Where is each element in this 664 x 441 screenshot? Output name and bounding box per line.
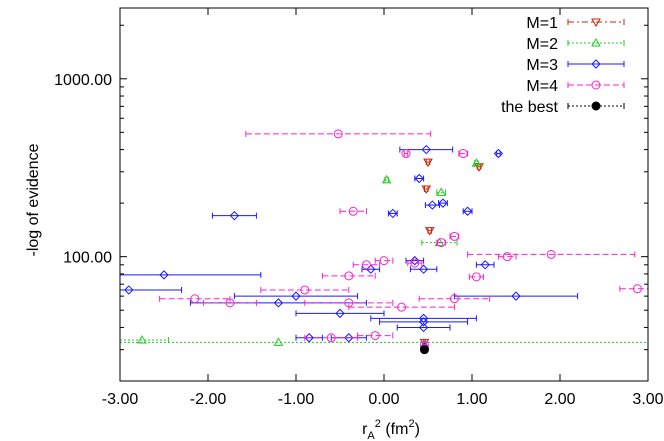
data-point: [423, 158, 433, 168]
data-point: [397, 302, 407, 312]
x-tick-label: -1.00: [278, 391, 315, 408]
axes: -3.00 -2.00 -1.00 0.00 1.00 2.00 3.00 100.00 100…: [54, 7, 664, 408]
legend-label: M=3: [526, 57, 558, 74]
data-point: [480, 260, 490, 270]
data-point: [436, 187, 447, 196]
data-point: [344, 333, 354, 343]
x-axis-title-unit-sup: 2: [408, 418, 414, 430]
data-point: [273, 298, 284, 308]
data-point: [424, 227, 435, 236]
data-point: [421, 144, 431, 155]
data-point: [511, 291, 521, 301]
legend-marker: [591, 59, 601, 69]
legend-marker: [591, 101, 601, 111]
data-point: [414, 173, 424, 184]
data-point: [449, 294, 459, 304]
data-point: [335, 308, 345, 319]
legend-label: M=2: [526, 36, 558, 53]
data-point: [190, 294, 200, 304]
x-axis-title-unit: (fm: [381, 421, 409, 438]
data-point: [229, 210, 240, 221]
x-tick-label: -2.00: [190, 391, 227, 408]
data-point: [419, 345, 429, 355]
data-point: [418, 317, 429, 327]
data-point: [381, 174, 392, 184]
data-point: [410, 255, 420, 266]
x-tick-label: 1.00: [456, 391, 487, 408]
data-point: [546, 249, 556, 259]
y-tick-label: 100.00: [63, 250, 112, 267]
x-tick-label: 0.00: [368, 391, 399, 408]
data-point: [401, 149, 411, 159]
data-point: [333, 129, 343, 139]
x-axis-title-sup: 2: [375, 418, 381, 430]
data-point: [370, 331, 380, 341]
data-point: [471, 158, 482, 167]
series-m-3: [120, 144, 579, 352]
data-point: [632, 284, 642, 294]
x-axis-title-close: ): [415, 421, 420, 438]
legend-label: the best: [501, 99, 558, 116]
x-axis-title: rA2 (fm2): [362, 418, 420, 441]
data-point: [300, 285, 310, 295]
data-point: [379, 256, 389, 266]
legend: M=1 M=2 M=3 M=4 the best: [501, 15, 625, 116]
data-point: [438, 198, 448, 208]
data-point: [427, 200, 438, 210]
legend-label: M=1: [526, 15, 558, 32]
x-axis-title-r: r: [362, 421, 368, 438]
plot-area: [120, 129, 648, 355]
data-point: [348, 206, 358, 216]
legend-label: M=4: [526, 78, 558, 95]
data-point: [137, 334, 147, 344]
data-point: [410, 258, 420, 268]
legend-marker: [591, 80, 601, 90]
data-point: [225, 298, 235, 308]
data-point: [418, 264, 429, 274]
data-point: [388, 208, 398, 219]
data-point: [273, 337, 284, 346]
y-axis-title: -log of evidence: [25, 143, 42, 256]
data-point: [304, 333, 314, 343]
legend-marker: [591, 18, 601, 28]
data-point: [436, 238, 446, 248]
data-point: [458, 149, 468, 159]
legend-marker: [591, 37, 601, 47]
data-point: [159, 270, 169, 280]
x-axis-title-sub: A: [367, 430, 375, 441]
data-point: [326, 333, 336, 343]
data-point: [366, 264, 376, 274]
y-tick-label: 1000.00: [54, 72, 112, 89]
data-point: [449, 231, 459, 241]
data-point: [344, 271, 354, 281]
data-point: [361, 260, 371, 270]
data-point: [462, 206, 473, 216]
data-point: [291, 291, 301, 301]
data-point: [471, 272, 481, 282]
x-tick-label: 2.00: [544, 391, 575, 408]
data-point: [124, 285, 134, 295]
data-point: [493, 148, 504, 159]
x-tick-label: 3.00: [632, 391, 663, 408]
data-point: [502, 252, 512, 262]
series-m-4: [159, 129, 648, 350]
series-the-best: [419, 345, 429, 355]
data-point: [418, 322, 429, 333]
x-tick-label: -3.00: [102, 391, 139, 408]
data-point: [421, 185, 432, 195]
